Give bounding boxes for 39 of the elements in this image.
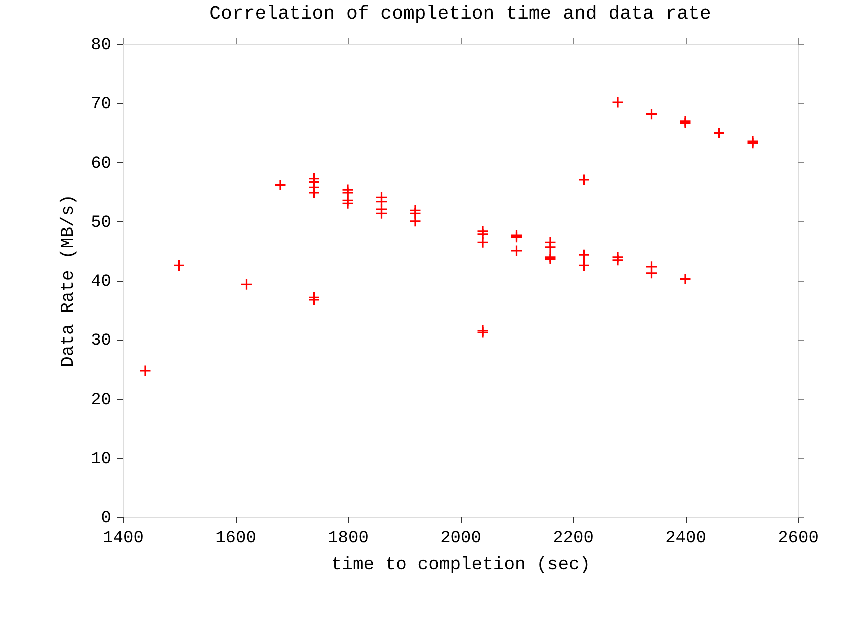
x-tick-label: 1800	[328, 530, 369, 548]
y-tick-label: 80	[91, 36, 112, 56]
point	[510, 244, 523, 257]
point	[139, 364, 152, 378]
x-tick-label: 1600	[216, 530, 256, 548]
point	[679, 273, 692, 286]
point	[476, 236, 490, 249]
x-tick-label: 1400	[103, 530, 144, 548]
point	[578, 260, 590, 272]
point	[612, 254, 624, 266]
point	[376, 208, 388, 220]
x-tick-label: 2600	[778, 530, 819, 548]
point	[578, 249, 590, 262]
point	[578, 174, 590, 186]
point	[173, 260, 186, 272]
point	[646, 267, 658, 280]
x-tick-label: 2200	[553, 530, 594, 548]
point	[476, 228, 490, 240]
y-tick-label: 70	[91, 96, 112, 115]
x-axis-title: time to completion (sec)	[331, 556, 591, 576]
y-tick-label: 10	[91, 450, 112, 470]
point	[274, 179, 287, 192]
y-tick-label: 50	[91, 214, 112, 233]
point	[646, 108, 658, 120]
y-tick-label: 30	[91, 332, 112, 352]
y-tick-label: 20	[91, 391, 112, 410]
y-tick-label: 60	[91, 154, 112, 174]
chart-title: Correlation of completion time and data rate	[210, 3, 712, 25]
point	[342, 198, 354, 210]
x-tick-label: 2400	[666, 530, 706, 548]
y-tick-label: 40	[91, 273, 112, 292]
x-tick-label: 2000	[440, 530, 482, 548]
point	[713, 127, 726, 140]
point	[240, 278, 253, 291]
point	[612, 96, 624, 109]
y-axis-title: Data Rate (MB/s)	[59, 194, 80, 368]
point	[409, 215, 422, 228]
point	[308, 294, 320, 306]
y-tick-label: 0	[101, 510, 112, 528]
